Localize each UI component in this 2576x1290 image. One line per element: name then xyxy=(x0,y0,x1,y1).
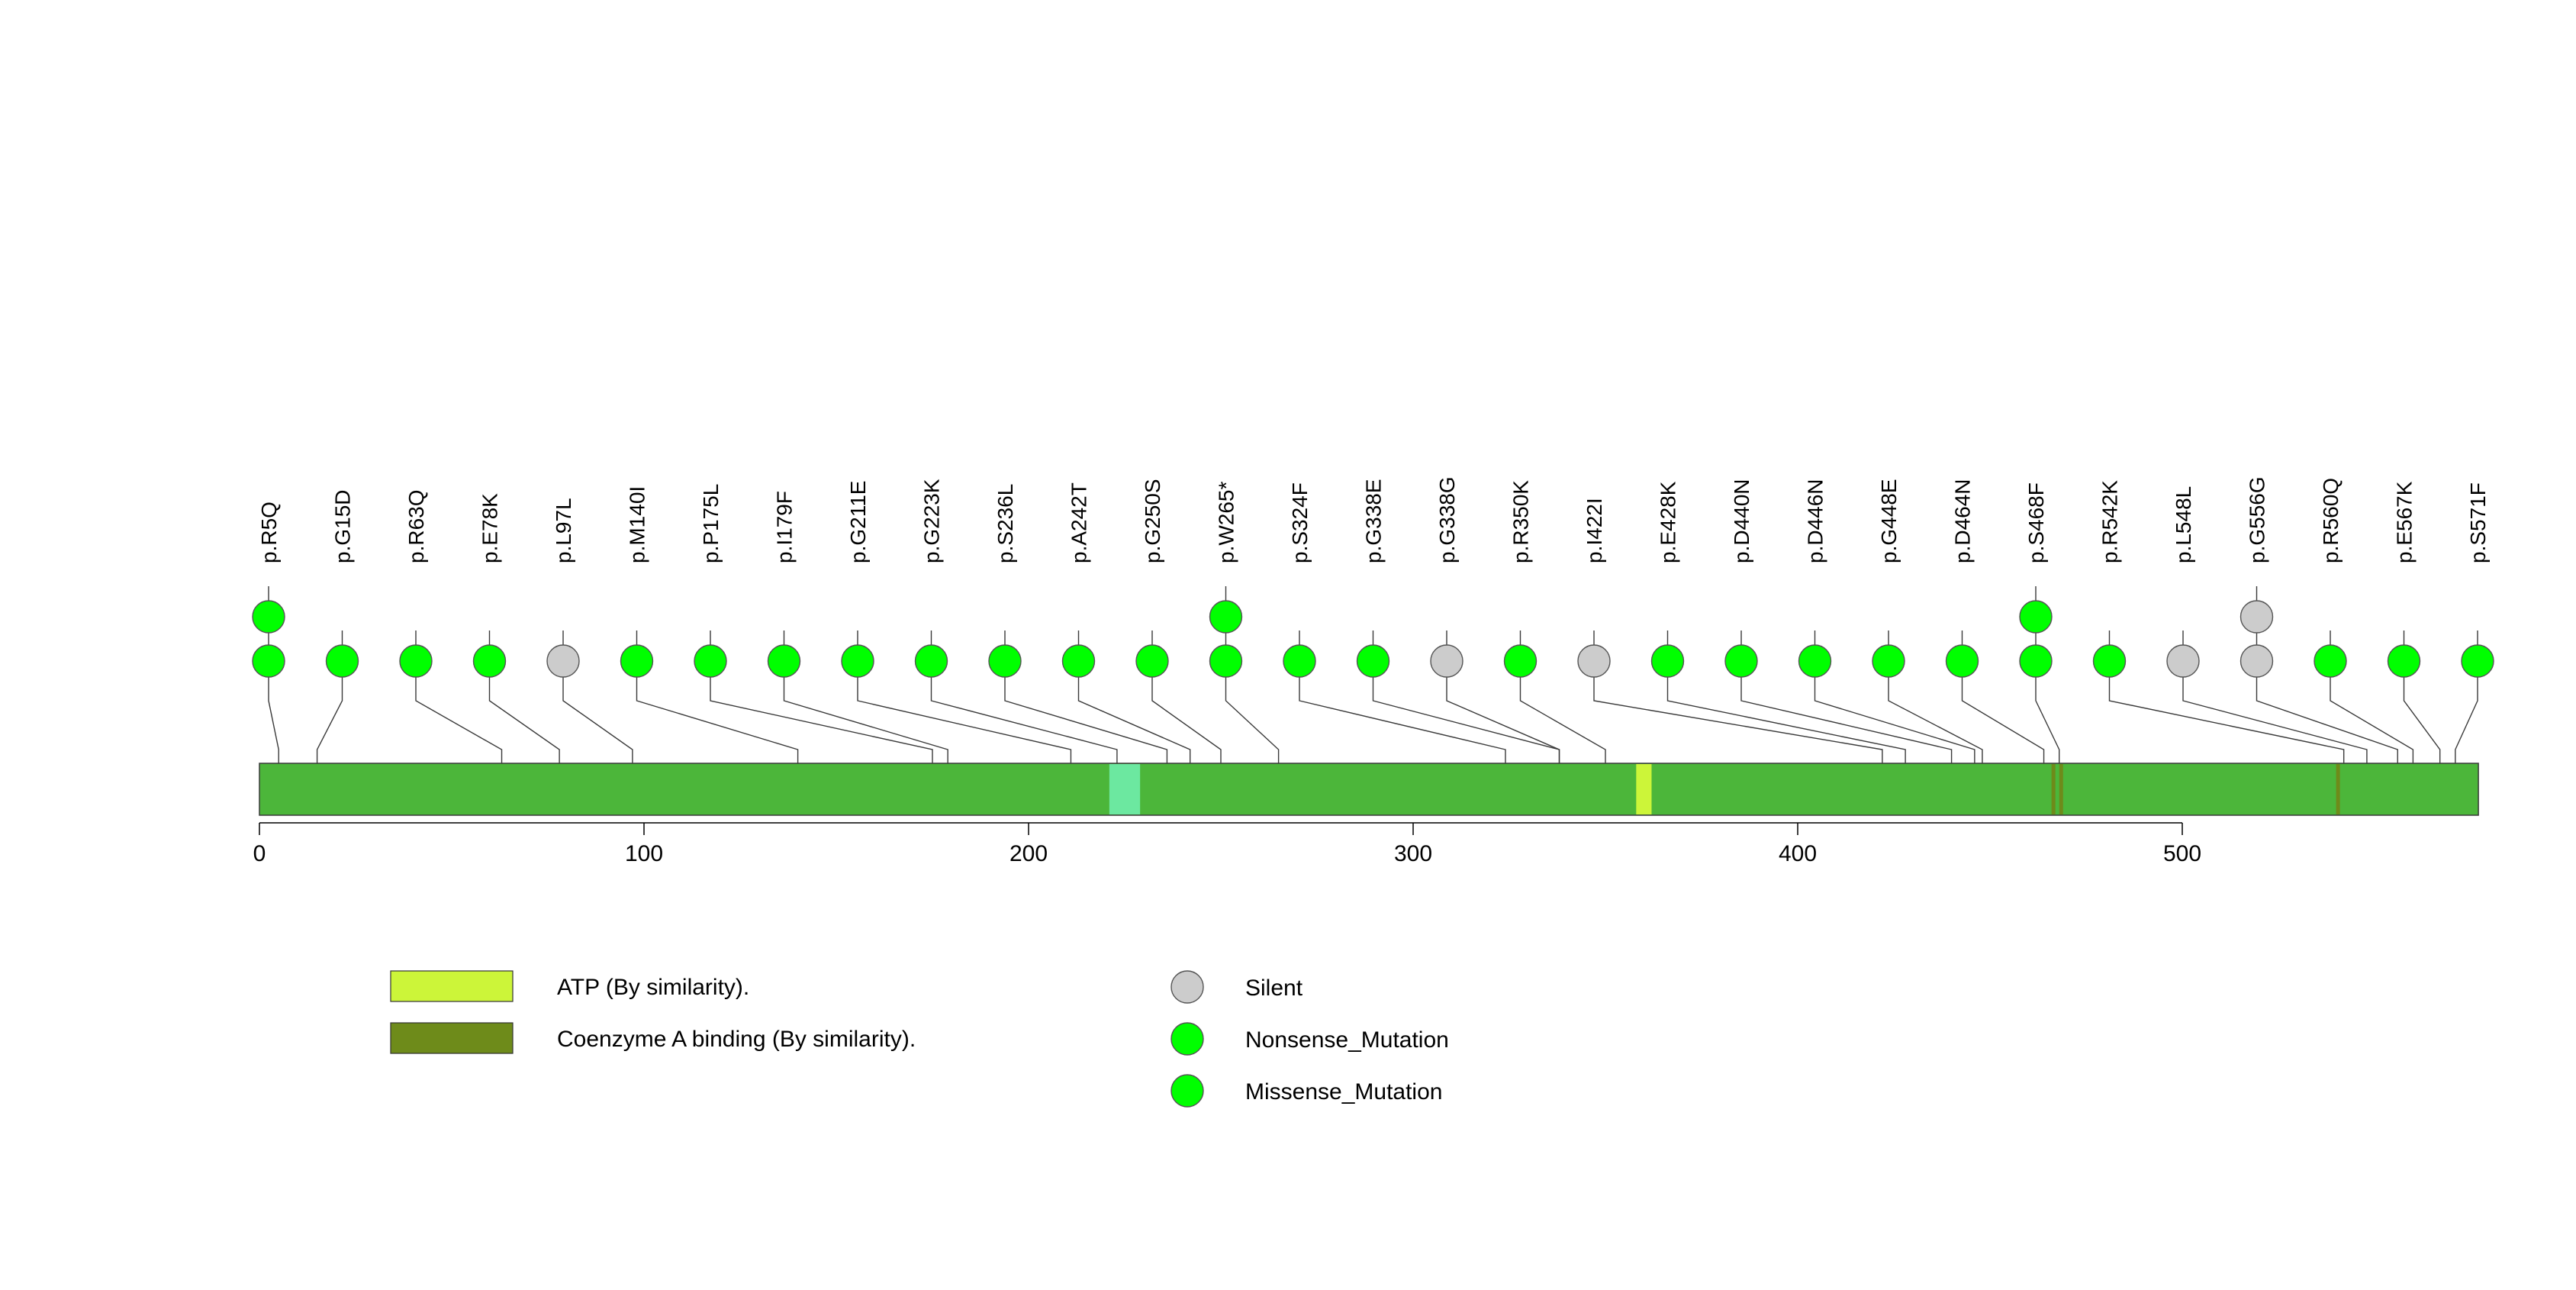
mutation-label: p.R5Q xyxy=(257,501,281,563)
mutation-marker-missense-mutation xyxy=(767,644,801,678)
protein-backbone xyxy=(259,763,2479,816)
mutation-marker-missense-mutation xyxy=(841,644,874,678)
x-tick-label: 200 xyxy=(1009,841,1048,866)
x-axis: 0 100 200 300 400 500 xyxy=(253,822,2201,866)
region-2 xyxy=(1636,764,1652,814)
mutation-marker-missense-mutation xyxy=(1945,644,1979,678)
mutation-marker-silent xyxy=(1577,644,1611,678)
mutation-label: p.P175L xyxy=(699,484,723,563)
mutation-marker-missense-mutation xyxy=(1356,644,1390,678)
mutation-marker-missense-mutation xyxy=(2092,644,2127,678)
legend-type-label: Missense_Mutation xyxy=(1245,1079,1442,1105)
mutation-label: p.A242T xyxy=(1067,482,1091,563)
mutation-label: p.I179F xyxy=(773,491,797,563)
legend-type-label: Nonsense_Mutation xyxy=(1245,1027,1449,1053)
legend-type-marker xyxy=(1170,1074,1204,1108)
mutation-label: p.M140I xyxy=(626,486,649,563)
mutation-marker-missense-mutation xyxy=(914,644,948,678)
legend-type-marker xyxy=(1170,970,1204,1004)
mutation-marker-missense-mutation xyxy=(1283,644,1316,678)
mutation-labels: p.R5Q p.G15D p.R63Q p.E78K p.L97L p.M140I p.P1… xyxy=(257,476,2490,563)
mutation-marker-missense-mutation xyxy=(2314,644,2347,678)
mutation-label: p.E428K xyxy=(1657,481,1680,563)
mutation-label: p.G338G xyxy=(1435,476,1459,563)
mutation-label: p.R350K xyxy=(1509,480,1533,563)
mutation-label: p.D440N xyxy=(1730,479,1753,563)
mutation-marker-missense-mutation xyxy=(1135,644,1169,678)
mutation-marker-missense-mutation xyxy=(1872,644,1905,678)
mutation-label: p.G15D xyxy=(331,490,355,564)
x-tick-label: 400 xyxy=(1779,841,1817,866)
mutation-label: p.G211E xyxy=(846,481,870,563)
mutation-marker-missense-mutation xyxy=(1650,644,1685,678)
mutation-marker-missense-mutation xyxy=(2461,644,2494,678)
mutation-label: p.D464N xyxy=(1951,479,1975,563)
mutation-label: p.R560Q xyxy=(2319,478,2343,563)
mutation-marker-missense-mutation xyxy=(2387,644,2421,678)
mutation-marker-silent xyxy=(2166,644,2200,678)
mutation-marker-silent xyxy=(2240,600,2274,634)
mutation-label: p.G338E xyxy=(1362,479,1386,563)
mutation-marker-missense-mutation xyxy=(399,644,433,678)
backbone-bar xyxy=(259,763,2479,816)
mutation-marker-missense-mutation xyxy=(2019,644,2053,678)
mutation-label: p.G250S xyxy=(1141,479,1164,563)
mutation-marker-missense-mutation xyxy=(988,644,1022,678)
mutation-markers xyxy=(252,600,2494,678)
x-tick-label: 100 xyxy=(625,841,663,866)
mutation-label: p.G223K xyxy=(920,479,944,563)
x-tick-label: 0 xyxy=(253,841,266,866)
legend-type-marker xyxy=(1170,1022,1204,1056)
x-tick-label: 300 xyxy=(1394,841,1432,866)
mutation-label: p.E78K xyxy=(478,493,502,563)
legend-domain-swatch xyxy=(390,1022,514,1054)
mutation-marker-missense-mutation xyxy=(694,644,727,678)
mutation-label: p.L548L xyxy=(2172,486,2195,563)
mutation-label: p.S468F xyxy=(2024,482,2048,563)
region-5 xyxy=(2336,764,2340,814)
mutation-marker-missense-mutation xyxy=(1798,644,1832,678)
mutation-label: p.S571F xyxy=(2466,482,2490,563)
mutation-marker-missense-mutation xyxy=(620,644,654,678)
mutation-marker-missense-mutation xyxy=(1724,644,1758,678)
mutation-label: p.D446N xyxy=(1804,479,1827,563)
mutation-label: p.G448E xyxy=(1877,479,1901,563)
mutation-label: p.L97L xyxy=(552,498,575,563)
mutation-marker-nonsense-mutation xyxy=(1209,600,1243,634)
legend: ATP (By similarity). Coenzyme A binding (… xyxy=(390,970,1449,1108)
mutation-label: p.R63Q xyxy=(404,490,428,564)
mutation-label: p.I422I xyxy=(1583,498,1606,563)
legend-domain-label: ATP (By similarity). xyxy=(557,975,749,1000)
legend-domain-swatch xyxy=(390,970,514,1002)
mutation-marker-missense-mutation xyxy=(2019,600,2053,634)
region-1 xyxy=(1109,764,1141,814)
x-tick-label: 500 xyxy=(2163,841,2201,866)
mutation-label: p.G556G xyxy=(2246,476,2269,563)
mutation-marker-missense-mutation xyxy=(1503,644,1538,678)
mutation-label: p.S236L xyxy=(993,484,1017,563)
mutation-marker-missense-mutation xyxy=(252,600,285,634)
mutation-marker-nonsense-mutation xyxy=(1209,644,1243,678)
mutation-label: p.R542K xyxy=(2098,480,2122,563)
mutation-marker-silent xyxy=(546,644,580,678)
mutation-label: p.E567K xyxy=(2393,481,2417,563)
mutation-marker-missense-mutation xyxy=(325,644,359,678)
region-4 xyxy=(2059,764,2063,814)
mutation-marker-silent xyxy=(1430,644,1463,678)
region-3 xyxy=(2051,764,2056,814)
mutation-label: p.W265* xyxy=(1215,482,1238,563)
legend-type-label: Silent xyxy=(1245,976,1303,1001)
mutation-marker-missense-mutation xyxy=(252,644,285,678)
mutation-marker-silent xyxy=(2240,644,2274,678)
legend-domain-label: Coenzyme A binding (By similarity). xyxy=(557,1027,916,1052)
mutation-marker-missense-mutation xyxy=(472,644,507,678)
mutation-marker-missense-mutation xyxy=(1061,644,1096,678)
mutation-label: p.S324F xyxy=(1288,482,1312,563)
